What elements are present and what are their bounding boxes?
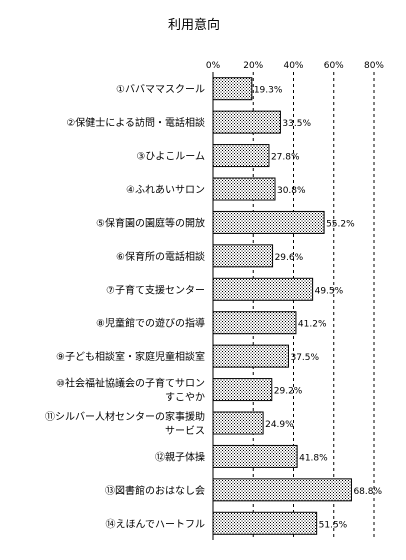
value-labels: 19.3% 33.5% 27.8% 30.8% 55.2% 29.6% 49.5% 41.2%…	[254, 86, 383, 531]
category-label-5: ⑤保育園の園庭等の開放	[96, 216, 205, 229]
x-axis-ticks: 0% 20% 40% 60% 80%	[206, 61, 385, 71]
bar-14	[212, 511, 318, 535]
tick-label-80: 80%	[364, 61, 384, 71]
category-label-9: ⑨子ども相談室・家庭児童相談室	[56, 350, 205, 363]
tick-label-40: 40%	[283, 61, 303, 71]
gridlines	[252, 72, 375, 540]
value-label-14: 51.5%	[319, 520, 348, 530]
bar-8	[212, 311, 297, 335]
value-label-10: 29.2%	[274, 387, 303, 397]
tick-label-20: 20%	[243, 61, 263, 71]
category-label-14: ⑭えほんでハートフル	[106, 518, 206, 530]
bar-1	[212, 77, 253, 101]
category-label-11-line-2: サービス	[165, 425, 205, 437]
category-label-10-line-1: ⑩社会福祉協議会の子育てサロン	[56, 377, 205, 390]
value-label-9: 37.5%	[290, 353, 319, 363]
value-label-12: 41.8%	[299, 453, 328, 463]
bar-6	[212, 244, 274, 268]
category-label-10-line-2: すこやか	[165, 392, 205, 404]
category-label-3: ③ひよこルーム	[136, 151, 205, 163]
value-label-2: 33.5%	[282, 119, 311, 129]
value-label-13: 68.8%	[353, 487, 382, 497]
category-label-6: ⑥保育所の電話相談	[116, 250, 205, 263]
value-label-5: 55.2%	[326, 219, 355, 229]
bar-5	[212, 210, 325, 234]
value-label-4: 30.8%	[277, 186, 306, 196]
bars	[212, 77, 352, 535]
value-label-11: 24.9%	[265, 420, 294, 430]
tick-label-60: 60%	[324, 61, 344, 71]
category-label-2: ②保健士による訪問・電話相談	[66, 116, 205, 129]
bar-9	[212, 344, 289, 368]
bar-2	[212, 110, 281, 134]
bar-3	[212, 144, 270, 168]
category-label-8: ⑧児童館での遊びの指導	[96, 317, 205, 330]
category-label-11-line-1: ⑪シルバー人材センターの家事援助	[45, 410, 205, 423]
bar-7	[212, 277, 314, 301]
value-label-7: 49.5%	[315, 286, 344, 296]
bar-11	[212, 411, 264, 435]
value-label-8: 41.2%	[298, 320, 327, 330]
category-label-12: ⑫親子体操	[155, 450, 205, 463]
chart-title: 利用意向	[168, 17, 220, 33]
category-labels: ①ババママスクール ②保健士による訪問・電話相談 ③ひよこルーム ④ふれあいサロン ⑤保…	[45, 84, 205, 531]
tick-label-0: 0%	[206, 61, 221, 71]
category-label-7: ⑦子育て支援センター	[106, 283, 205, 296]
category-label-4: ④ふれあいサロン	[126, 184, 205, 196]
value-label-3: 27.8%	[271, 153, 300, 163]
bar-13	[212, 478, 352, 502]
category-label-1: ①ババママスクール	[116, 84, 205, 96]
bar-12	[212, 444, 298, 468]
bar-10	[212, 378, 273, 402]
category-label-13: ⑬図書館のおはなし会	[105, 484, 205, 497]
value-label-6: 29.6%	[275, 253, 304, 263]
value-label-1: 19.3%	[254, 86, 283, 96]
bar-4	[212, 177, 276, 201]
